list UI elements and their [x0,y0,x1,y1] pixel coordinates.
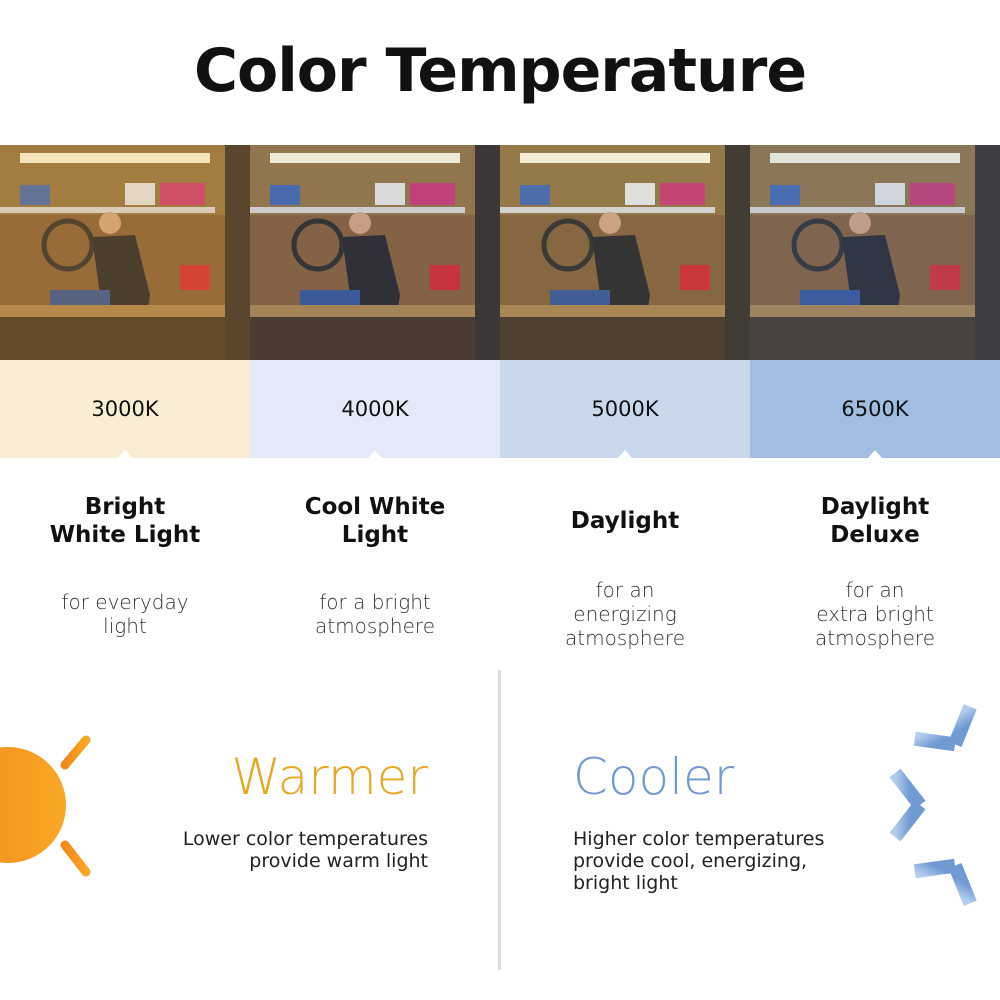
notch [618,450,632,458]
temperature-bands: 3000K 4000K 5000K 6500K [0,360,1000,458]
kelvin-label: 5000K [591,397,659,421]
column-description: for a bright atmosphere [315,590,435,638]
column-heading: Daylight Deluxe [820,494,930,548]
column-4000k: Cool White Light for a bright atmosphere [250,490,500,652]
column-3000k: Bright White Light for everyday light [0,490,250,652]
workshop-photo-3000k [0,145,250,360]
notch [118,450,132,458]
column-heading: Cool White Light [304,494,446,548]
warmer-title: Warmer [231,748,428,806]
photo-strip [0,145,1000,360]
kelvin-label: 6500K [841,397,909,421]
cooler-title: Cooler [573,748,735,806]
snowflake-icon [878,700,1000,915]
band-3000k: 3000K [0,360,250,458]
kelvin-label: 4000K [341,397,409,421]
column-heading: Daylight [570,508,680,534]
color-tint [500,145,750,360]
color-tint [0,145,250,360]
sun-icon [0,705,120,907]
workshop-photo-5000k [500,145,750,360]
cooler-description: Higher color temperatures provide cool, e… [573,828,825,894]
page-title: Color Temperature [193,36,807,106]
band-5000k: 5000K [500,360,750,458]
kelvin-label: 3000K [91,397,159,421]
divider [498,670,501,970]
color-tint [250,145,500,360]
band-6500k: 6500K [750,360,1000,458]
workshop-photo-6500k [750,145,1000,360]
column-description: for an extra bright atmosphere [815,578,935,650]
notch [868,450,882,458]
warmer-description: Lower color temperatures provide warm lig… [182,828,428,872]
column-5000k: Daylight for an energizing atmosphere [500,490,750,652]
workshop-photo-4000k [250,145,500,360]
column-description: for everyday light [61,590,189,638]
band-4000k: 4000K [250,360,500,458]
notch [368,450,382,458]
column-6500k: Daylight Deluxe for an extra bright atmosph… [750,490,1000,652]
column-description: for an energizing atmosphere [565,578,685,650]
color-tint [750,145,1000,360]
column-heading: Bright White Light [49,494,201,548]
